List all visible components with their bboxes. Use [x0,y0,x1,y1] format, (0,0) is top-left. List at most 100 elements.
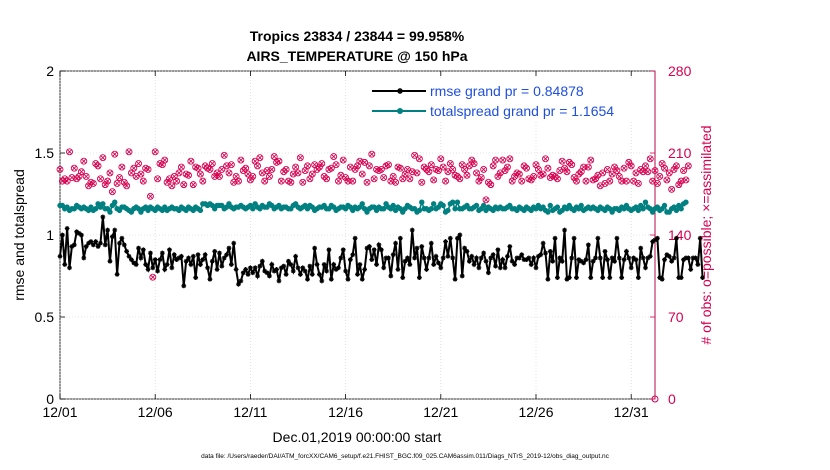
obs-possible-marker [418,178,426,186]
rmse-point [336,265,341,271]
obs-point [139,177,147,185]
rmse-point [593,255,598,261]
rmse-point [157,257,163,262]
obs-point [634,180,642,187]
obs-possible-marker [187,157,195,165]
rmse-point [605,257,610,262]
rmse-point [362,267,368,272]
obs-possible-marker [392,178,400,186]
totalspread-point [554,204,561,210]
rmse-point [695,262,701,267]
obs-point [653,180,661,187]
obs-assimilated-marker [393,179,398,185]
obs-assimilated-marker [336,178,341,184]
rmse-point [183,258,189,264]
rmse-point [171,252,177,258]
rmse-point [700,275,705,281]
obs-possible-marker [237,156,245,164]
rmse-point [459,273,465,279]
obs-point [108,188,116,196]
obs-point [144,165,152,173]
obs-point [587,156,595,164]
obs-point [330,153,338,160]
rmse-point [119,235,125,241]
obs-point [518,177,526,185]
rmse-point [221,255,227,261]
obs-assimilated-marker [609,171,615,177]
obs-point [315,163,323,171]
obs-possible-marker [201,162,209,170]
obs-possible-marker [208,160,216,167]
obs-point [461,165,469,173]
obs-possible-marker [185,171,192,179]
y2-tick-label: 140 [668,227,692,243]
obs-assimilated-marker [152,149,158,155]
rmse-point [464,249,470,254]
obs-point [523,164,530,172]
obs-point [680,167,688,175]
rmse-point [355,271,360,277]
obs-possible-marker [137,170,145,178]
obs-point [380,174,388,182]
obs-point [620,164,628,172]
obs-possible-marker [97,175,104,183]
obs-possible-marker [620,164,628,172]
totalspread-point [430,201,437,207]
obs-possible-marker [523,164,530,172]
rmse-point [174,257,180,262]
obs-possible-marker [206,165,214,173]
obs-possible-marker [663,176,671,184]
obs-point [411,151,419,159]
obs-possible-marker [308,170,316,178]
obs-assimilated-marker [302,168,308,173]
obs-point [104,177,112,185]
rmse-point [421,255,427,261]
rmse-point [631,255,636,261]
obs-assimilated-marker [645,169,651,175]
rmse-point [190,253,196,259]
rmse-point [483,258,489,264]
obs-possible-marker [446,160,454,167]
obs-possible-marker [239,167,247,175]
totalspread-point [454,199,461,205]
obs-assimilated-marker [507,156,513,162]
obs-assimilated-marker [255,163,260,169]
x-axis: 12/01 12/06 12/11 12/16 12/21 12/26 12/31 [42,71,649,420]
obs-point [189,181,197,189]
obs-possible-marker [335,177,342,185]
obs-assimilated-marker [676,182,682,187]
obs-assimilated-marker [517,171,522,177]
obs-point [506,155,514,163]
obs-assimilated-marker [405,167,410,172]
obs-assimilated-marker [233,174,239,179]
obs-possible-marker [584,163,592,171]
rmse-point [407,262,413,267]
obs-point [149,273,157,281]
obs-possible-marker [582,177,590,185]
rmse-point [457,232,463,238]
rmse-point [685,255,691,261]
obs-possible-marker [144,165,152,173]
rmse-point [395,267,401,272]
rmse-point [255,273,260,279]
obs-assimilated-marker [317,164,322,170]
obs-point [120,178,128,186]
legend-rmse-label: rmse grand pr = 0.84878 [430,83,584,99]
rmse-point [516,255,522,261]
obs-assimilated-marker [331,154,337,159]
obs-possible-marker [489,162,497,170]
obs-assimilated-marker [474,170,479,176]
rmse-point [186,255,191,261]
obs-assimilated-marker [207,167,213,172]
obs-point [89,180,97,187]
obs-point [299,178,307,186]
obs-possible-marker [603,165,611,173]
obs-possible-marker [592,175,599,183]
obs-possible-marker [672,162,680,170]
rmse-point [495,247,501,253]
obs-assimilated-marker [469,157,475,163]
rmse-point [347,257,353,262]
rmse-point [643,265,648,271]
obs-point [599,169,607,177]
obs-possible-marker [639,168,647,176]
